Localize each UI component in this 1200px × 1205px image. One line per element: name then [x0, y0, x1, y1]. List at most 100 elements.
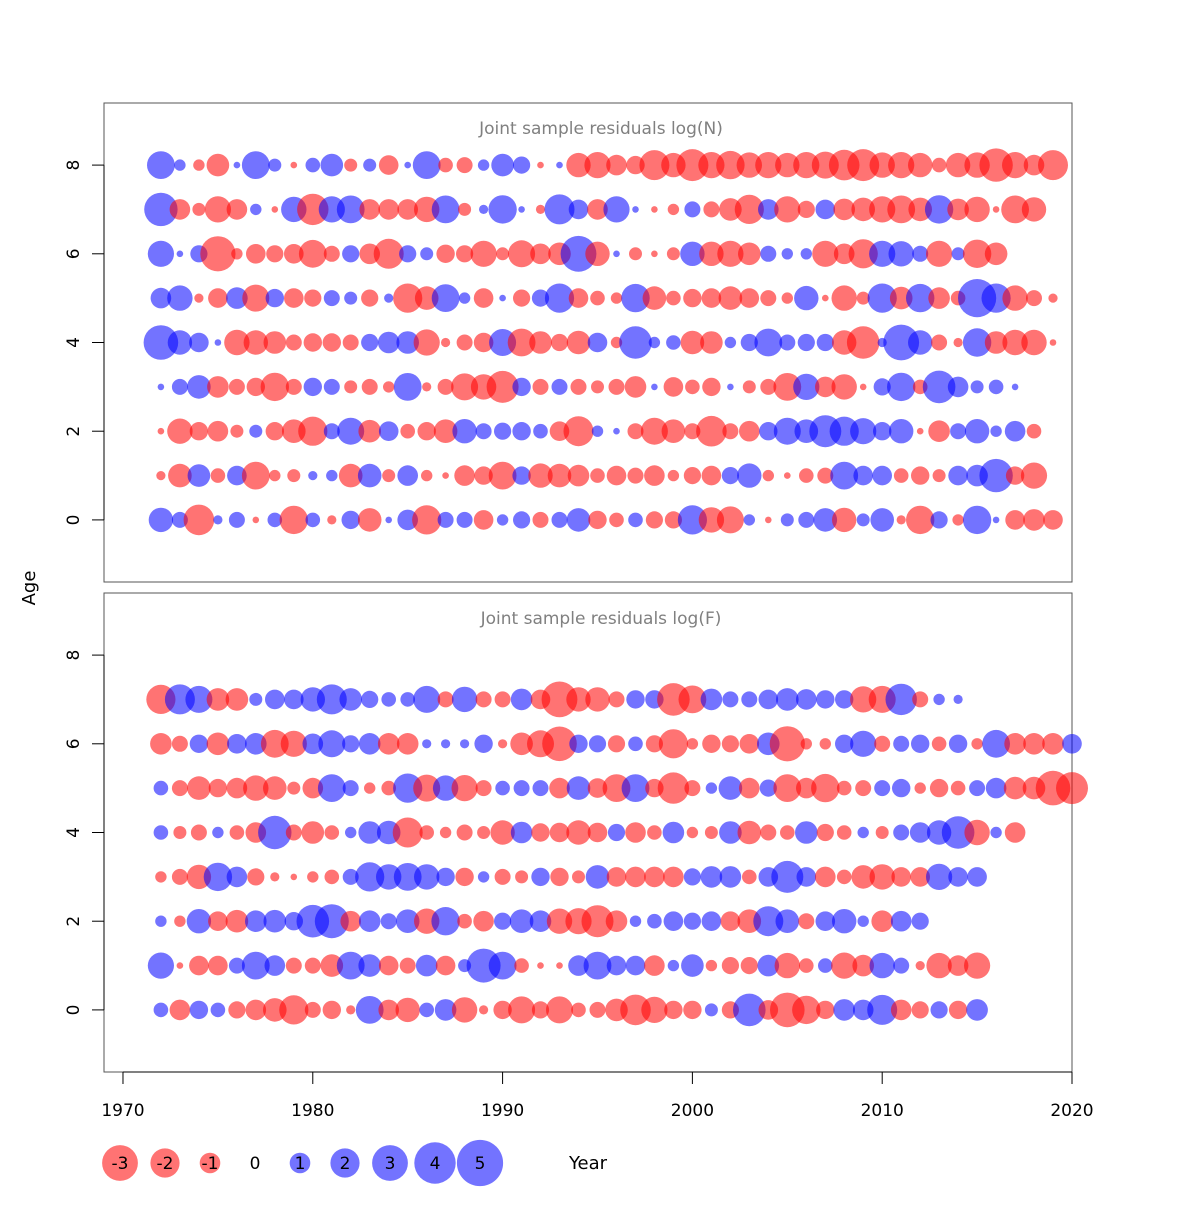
bubble-negative [493, 1000, 512, 1020]
bubble-negative [836, 825, 852, 840]
bubble-negative [911, 466, 930, 485]
legend-label: 4 [430, 1154, 441, 1174]
bubble-negative [541, 681, 578, 718]
bubble-negative [338, 463, 363, 488]
bubble-negative [473, 288, 494, 308]
bubble-positive [758, 689, 779, 710]
bubble-negative [269, 469, 281, 482]
bubble-positive [226, 287, 248, 309]
bubble-negative [703, 201, 720, 218]
bubble-positive [344, 291, 358, 305]
bubble-positive [908, 330, 933, 355]
bubble-positive [491, 153, 514, 177]
bubble-negative [455, 867, 474, 887]
bubble-negative [285, 957, 302, 974]
bubble-negative [322, 1000, 341, 1020]
bubble-positive [718, 776, 743, 800]
bubble-negative [908, 197, 932, 222]
bubble-negative [378, 155, 399, 175]
bubble-negative [304, 1001, 321, 1018]
bubble-negative [587, 778, 608, 798]
bubble-positive [619, 326, 652, 359]
bubble-negative [667, 469, 680, 482]
bubble-negative [243, 330, 268, 355]
bubble-positive [700, 866, 723, 888]
bubble-negative [458, 202, 472, 216]
y-tick-label: 4 [64, 827, 84, 838]
bubble-positive [363, 158, 377, 172]
bubble-positive [189, 332, 209, 353]
bubble-negative [490, 820, 515, 845]
bubble-positive [258, 815, 292, 850]
bubble-negative [454, 465, 475, 486]
bubble-positive [477, 159, 490, 171]
bubble-positive [302, 733, 324, 755]
bubble-negative [327, 515, 337, 525]
bubble-negative [433, 419, 458, 444]
bubble-positive [284, 689, 304, 710]
bubble-negative [451, 997, 478, 1023]
bubble-negative [683, 288, 702, 308]
bubble-negative [549, 777, 570, 799]
bubble-positive [147, 240, 174, 267]
bubble-negative [174, 915, 186, 927]
bubble-negative [645, 735, 664, 753]
bubble-positive [888, 241, 914, 267]
bubble-negative [473, 910, 494, 932]
bubble-negative [297, 193, 329, 226]
bubble-positive [648, 336, 661, 349]
bubble-positive [513, 511, 531, 529]
bubble-negative [932, 469, 946, 483]
bubble-positive [870, 508, 894, 532]
bubble-positive [815, 199, 836, 220]
bubble-positive [431, 907, 460, 936]
bubble-positive [621, 774, 650, 802]
bubble-positive [719, 866, 742, 888]
bubble-negative [847, 149, 880, 182]
bubble-negative [819, 738, 831, 750]
bubble-negative [581, 905, 614, 938]
bubble-negative [475, 780, 492, 797]
bubble-negative [528, 463, 553, 488]
bubble-negative [971, 738, 983, 750]
bubble-negative [470, 240, 497, 267]
bubble-negative [641, 996, 668, 1024]
bubble-negative [303, 333, 322, 352]
bubble-negative [1021, 197, 1047, 222]
bubble-negative [875, 826, 889, 839]
panel-log-n: Joint sample residuals log(N) 0 2 4 6 8 [64, 102, 1073, 583]
bubble-negative [1038, 150, 1068, 181]
bubble-positive [474, 734, 493, 753]
bubble-negative [438, 157, 453, 173]
bubble-negative [651, 250, 658, 258]
bubble-positive [781, 248, 793, 260]
bubble-positive [830, 461, 859, 490]
bubble-negative [563, 416, 594, 447]
bubble-positive [857, 915, 869, 927]
bubble-positive [583, 951, 612, 980]
y-tick-label: 0 [64, 1004, 84, 1015]
bubble-negative [914, 782, 926, 794]
bubble-positive [544, 194, 575, 225]
bubble-negative [537, 962, 544, 969]
bubble-positive [556, 161, 563, 169]
bubble-positive [568, 955, 589, 976]
bubble-positive [662, 821, 685, 844]
bubble-positive [613, 427, 620, 435]
bubble-negative [836, 869, 852, 885]
bubble-negative [176, 962, 184, 969]
bubble-negative [231, 248, 243, 260]
bubble-positive [422, 739, 432, 749]
bubble-negative [358, 419, 382, 443]
bubble-negative [437, 691, 454, 708]
bubble-positive [890, 910, 912, 932]
bubble-positive [966, 999, 988, 1021]
bubble-negative [263, 776, 287, 800]
bubble-negative [456, 245, 474, 263]
bubble-negative [417, 422, 436, 441]
bubble-negative [193, 159, 205, 171]
bubble-negative [640, 417, 668, 445]
bubble-negative [435, 955, 456, 976]
bubble-positive [317, 774, 346, 802]
bubble-negative [739, 734, 760, 754]
